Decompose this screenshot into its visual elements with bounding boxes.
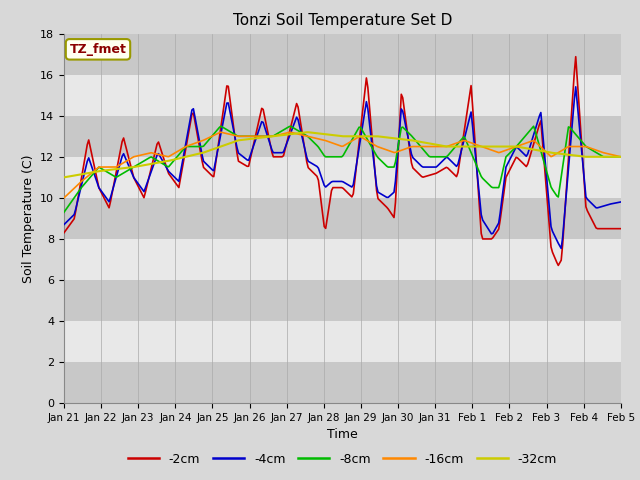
-32cm bbox=[60, 174, 68, 180]
-16cm bbox=[97, 164, 104, 170]
-2cm bbox=[617, 226, 625, 231]
-32cm bbox=[79, 171, 87, 177]
-2cm bbox=[346, 192, 354, 198]
-4cm bbox=[60, 222, 68, 228]
-2cm bbox=[60, 230, 68, 236]
-16cm bbox=[348, 138, 356, 144]
Title: Tonzi Soil Temperature Set D: Tonzi Soil Temperature Set D bbox=[233, 13, 452, 28]
-8cm bbox=[348, 137, 356, 143]
-4cm bbox=[616, 199, 623, 205]
Bar bbox=[64, 75, 621, 116]
-4cm bbox=[346, 183, 354, 189]
-32cm bbox=[97, 168, 104, 174]
-8cm bbox=[617, 154, 625, 160]
-2cm bbox=[540, 154, 548, 160]
-32cm bbox=[348, 133, 356, 139]
-2cm bbox=[97, 188, 104, 193]
-16cm bbox=[79, 177, 87, 183]
-4cm bbox=[79, 177, 87, 182]
-2cm bbox=[554, 263, 562, 268]
-8cm bbox=[458, 135, 466, 141]
-16cm bbox=[458, 138, 466, 144]
-32cm bbox=[617, 154, 625, 160]
Bar bbox=[64, 321, 621, 362]
-32cm bbox=[458, 144, 466, 149]
Text: TZ_fmet: TZ_fmet bbox=[70, 43, 127, 56]
Bar bbox=[64, 198, 621, 239]
-16cm bbox=[217, 130, 225, 135]
-4cm bbox=[540, 142, 548, 148]
-8cm bbox=[97, 165, 104, 171]
-4cm bbox=[97, 187, 104, 192]
-4cm bbox=[617, 199, 625, 205]
-8cm bbox=[79, 183, 87, 189]
Bar bbox=[64, 362, 621, 403]
-4cm bbox=[557, 246, 565, 252]
Bar bbox=[64, 116, 621, 157]
Bar bbox=[64, 34, 621, 75]
Bar bbox=[64, 157, 621, 198]
Y-axis label: Soil Temperature (C): Soil Temperature (C) bbox=[22, 154, 35, 283]
-8cm bbox=[541, 164, 549, 169]
-16cm bbox=[541, 148, 549, 154]
-2cm bbox=[457, 150, 465, 156]
Legend: -2cm, -4cm, -8cm, -16cm, -32cm: -2cm, -4cm, -8cm, -16cm, -32cm bbox=[123, 448, 562, 471]
Line: -4cm: -4cm bbox=[64, 87, 621, 249]
-16cm bbox=[617, 154, 625, 160]
-2cm bbox=[616, 226, 623, 231]
-2cm bbox=[572, 54, 580, 60]
-32cm bbox=[541, 149, 549, 155]
Line: -32cm: -32cm bbox=[64, 132, 621, 177]
-32cm bbox=[614, 154, 621, 160]
-32cm bbox=[305, 129, 312, 135]
-16cm bbox=[614, 153, 621, 159]
Line: -16cm: -16cm bbox=[64, 132, 621, 198]
Bar bbox=[64, 280, 621, 321]
-2cm bbox=[79, 167, 87, 173]
-8cm bbox=[217, 123, 225, 129]
-4cm bbox=[572, 84, 580, 90]
-8cm bbox=[614, 154, 621, 160]
Bar bbox=[64, 239, 621, 280]
-8cm bbox=[60, 209, 68, 215]
Line: -8cm: -8cm bbox=[64, 126, 621, 212]
-4cm bbox=[457, 150, 465, 156]
-16cm bbox=[60, 195, 68, 201]
X-axis label: Time: Time bbox=[327, 429, 358, 442]
Line: -2cm: -2cm bbox=[64, 57, 621, 265]
